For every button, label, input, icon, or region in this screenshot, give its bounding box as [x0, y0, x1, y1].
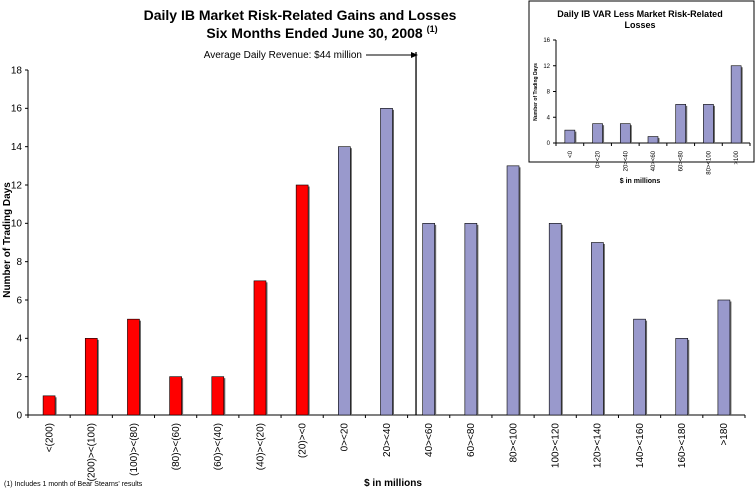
main-y-tick-label: 2	[16, 372, 22, 383]
main-bar	[633, 318, 646, 416]
main-y-tick-label: 8	[16, 257, 22, 268]
main-y-tick-label: 14	[11, 142, 23, 153]
inset-title-line2: Losses	[624, 20, 655, 30]
main-bar	[422, 223, 435, 416]
main-bar	[127, 318, 140, 416]
main-x-tick-label: 0><20	[340, 423, 351, 452]
inset-x-tick-label: 80><100	[706, 150, 712, 174]
main-bar	[380, 108, 393, 416]
main-x-tick-label: 60><80	[466, 423, 477, 457]
main-x-tick-label: (200)><(100)	[87, 423, 98, 481]
inset-x-tick-label: 20><40	[623, 150, 629, 171]
main-x-tick-label: >180	[719, 423, 730, 446]
inset-bar	[647, 136, 659, 144]
inset-x-tick-label: 40><60	[651, 150, 657, 171]
main-x-tick-label: (100)><(80)	[129, 423, 140, 476]
inset-x-tick-label: 60><80	[679, 150, 685, 171]
inset-chart: Daily IB VAR Less Market Risk-Related Lo…	[528, 0, 755, 185]
main-bar	[675, 338, 689, 416]
main-x-tick-label: <(200)	[44, 423, 55, 452]
inset-bar	[619, 123, 631, 144]
inset-y-tick-label: 0	[547, 141, 551, 147]
inset-y-tick-label: 12	[543, 64, 550, 70]
main-x-tick-label: 80><100	[508, 423, 519, 463]
main-x-tick-label: 40><60	[424, 423, 435, 457]
inset-x-label: $ in millions	[620, 178, 661, 185]
main-chart: Daily IB Market Risk-Related Gains and L…	[2, 7, 746, 489]
main-y-tick-label: 4	[16, 334, 22, 345]
main-title: Daily IB Market Risk-Related Gains and L…	[144, 7, 457, 23]
main-bar	[84, 338, 98, 416]
inset-title-line1: Daily IB VAR Less Market Risk-Related	[557, 9, 722, 19]
main-y-tick-label: 12	[11, 180, 23, 191]
main-bar	[717, 299, 731, 416]
inset-bar	[703, 104, 714, 144]
main-bar	[253, 280, 267, 416]
inset-y-tick-label: 16	[543, 38, 550, 44]
main-x-tick-label: 140><160	[635, 423, 646, 468]
main-bar	[169, 376, 182, 416]
main-y-tick-label: 16	[11, 104, 23, 115]
inset-x-tick-label: 0><20	[596, 150, 602, 168]
inset-y-label: Number of Trading Days	[533, 63, 539, 121]
main-x-tick-label: (40)><(20)	[255, 423, 266, 470]
footnote: (1) Includes 1 month of Bear Stearns' re…	[4, 481, 143, 488]
main-x-tick-label: (80)><(60)	[171, 423, 182, 470]
inset-x-tick-label: >100	[734, 150, 740, 164]
main-x-label: $ in millions	[364, 478, 422, 489]
main-y-tick-label: 18	[11, 65, 23, 76]
main-x-tick-label: (60)><(40)	[213, 423, 224, 470]
inset-x-tick-label: <0	[568, 150, 574, 158]
main-y-tick-label: 0	[16, 410, 22, 421]
main-y-label: Number of Trading Days	[2, 182, 13, 298]
inset-bar	[730, 65, 742, 144]
main-bar	[548, 223, 562, 416]
inset-y-tick-label: 8	[547, 90, 551, 96]
main-subtitle: Six Months Ended June 30, 2008 (1)	[206, 24, 437, 41]
main-x-tick-label: 20><40	[382, 423, 393, 457]
inset-bar	[592, 123, 603, 144]
main-x-tick-label: 120><140	[593, 423, 604, 468]
main-y-tick-label: 10	[11, 219, 23, 230]
main-bar	[295, 184, 309, 416]
inset-y-tick-label: 4	[547, 115, 551, 121]
annotation-arrowhead	[411, 52, 418, 58]
main-bar	[464, 223, 478, 416]
main-y-tick-label: 6	[16, 295, 22, 306]
inset-bar	[675, 104, 687, 144]
average-revenue-annotation: Average Daily Revenue: $44 million	[204, 50, 362, 61]
main-x-tick-label: 100><120	[551, 423, 562, 468]
main-bar	[591, 242, 604, 416]
main-bar	[42, 395, 56, 416]
main-bar	[506, 165, 520, 416]
main-x-tick-label: (20)><0	[297, 423, 308, 458]
inset-bar	[564, 129, 576, 144]
main-x-tick-label: 160><180	[677, 423, 688, 468]
main-bar	[211, 376, 225, 416]
main-bar	[338, 146, 351, 416]
